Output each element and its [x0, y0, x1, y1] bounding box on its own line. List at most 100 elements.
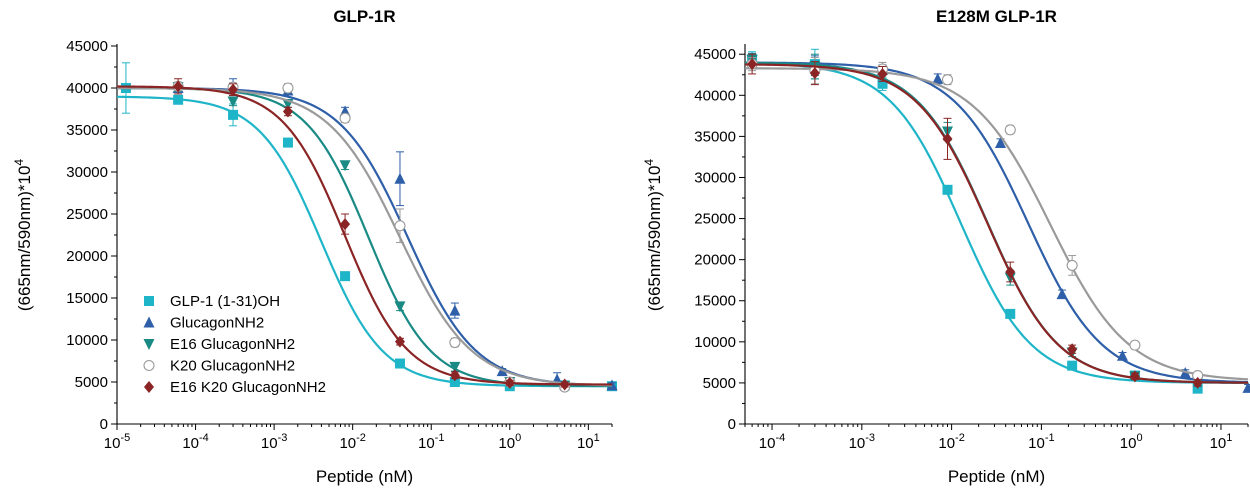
- data-point: [1192, 376, 1203, 389]
- x-tick-label: 10-3: [261, 432, 287, 452]
- x-axis-title: Peptide (nM): [316, 467, 413, 486]
- fit-curve: [116, 95, 613, 388]
- data-point: [449, 361, 461, 373]
- y-tick-label: 35000: [694, 128, 736, 145]
- y-tick-label: 25000: [694, 211, 736, 228]
- legend-marker: [144, 296, 154, 306]
- y-tick-label: 45000: [66, 38, 108, 55]
- y-tick-label: 20000: [66, 248, 108, 265]
- data-point: [942, 132, 953, 145]
- data-point: [809, 67, 820, 80]
- y-tick-label: 5000: [703, 375, 736, 392]
- legend-label: GLP-1 (1-31)OH: [170, 293, 280, 310]
- series-e16-glucagonnh2: [744, 52, 1249, 389]
- y-tick-label: 15000: [66, 290, 108, 307]
- fit-curve: [116, 85, 613, 386]
- x-tick-label: 101: [1210, 432, 1233, 452]
- data-point: [1056, 288, 1068, 300]
- data-point: [339, 112, 351, 124]
- series-k20-glucagonnh2: [744, 57, 1249, 382]
- data-point: [941, 74, 954, 86]
- data-point: [877, 78, 888, 89]
- y-tick-label: 35000: [66, 122, 108, 139]
- data-point: [394, 358, 405, 369]
- y-tick-label: 10000: [694, 334, 736, 351]
- x-tick-label: 10-1: [1028, 432, 1054, 452]
- y-tick-label: 30000: [66, 164, 108, 181]
- data-point: [282, 105, 293, 118]
- legend-label: GlucagonNH2: [170, 315, 264, 332]
- data-point: [1004, 124, 1016, 136]
- data-point: [1129, 370, 1140, 383]
- x-tick-label: 10-2: [339, 432, 365, 452]
- data-point: [942, 184, 953, 195]
- fit-curve: [744, 61, 1249, 384]
- y-axis-title: (665nm/590nm)*104: [12, 159, 34, 312]
- data-point: [228, 83, 239, 96]
- x-axis-title: Peptide (nM): [948, 467, 1045, 486]
- y-tick-label: 30000: [694, 169, 736, 186]
- data-point: [1067, 360, 1078, 371]
- legend-label: E16 GlucagonNH2: [170, 336, 295, 353]
- y-tick-label: 40000: [694, 87, 736, 104]
- legend-marker: [144, 381, 154, 393]
- fit-curve: [744, 61, 1249, 384]
- data-point: [394, 335, 405, 348]
- series-e16-k20-glucagonnh2: [744, 53, 1249, 389]
- data-point: [173, 94, 184, 105]
- x-tick-label: 10-4: [182, 432, 208, 452]
- data-point: [1129, 339, 1141, 351]
- data-point: [1116, 349, 1128, 361]
- x-tick-label: 10-5: [104, 432, 130, 452]
- fit-curve: [744, 67, 1249, 381]
- data-point: [227, 96, 239, 108]
- chart-panel-2: E128M GLP-1R 0 5000 10000 15000 20000 25000 300…: [642, 7, 1250, 486]
- legend-marker: [143, 359, 155, 372]
- data-point: [282, 137, 293, 148]
- data-point: [340, 218, 351, 231]
- y-tick-label: 10000: [66, 332, 108, 349]
- data-point: [504, 376, 515, 389]
- data-point: [1066, 259, 1078, 271]
- data-point: [394, 301, 406, 313]
- data-point: [340, 271, 351, 282]
- legend: GLP-1 (1-31)OH GlucagonNH2 E16 GlucagonNH2…: [143, 293, 326, 396]
- y-tick-label: 40000: [66, 80, 108, 97]
- data-point: [1005, 265, 1016, 278]
- y-tick-label: 25000: [66, 206, 108, 223]
- y-tick-label: 45000: [694, 46, 736, 63]
- x-tick-label: 10-4: [759, 432, 785, 452]
- data-point: [1242, 381, 1250, 393]
- data-point: [877, 67, 888, 80]
- data-point: [747, 58, 758, 71]
- x-tick-label: 100: [1120, 432, 1143, 452]
- legend-label: E16 K20 GlucagonNH2: [170, 379, 326, 396]
- x-tick-label: 10-3: [849, 432, 875, 452]
- data-point: [394, 172, 406, 184]
- chart-title: GLP-1R: [333, 7, 395, 26]
- data-point: [282, 82, 294, 94]
- y-tick-label: 15000: [694, 293, 736, 310]
- data-point: [559, 378, 570, 391]
- data-point: [449, 336, 461, 349]
- data-point: [1067, 343, 1078, 356]
- y-tick-label: 0: [728, 416, 736, 433]
- series-glucagonnh2: [744, 52, 1250, 393]
- x-tick-label: 101: [577, 432, 600, 452]
- x-tick-label: 100: [498, 432, 521, 452]
- data-point: [994, 136, 1006, 148]
- fit-curve: [744, 63, 1249, 384]
- y-axis-title: (665nm/590nm)*104: [642, 159, 664, 312]
- legend-marker: [143, 339, 155, 350]
- data-point: [932, 72, 944, 84]
- data-point: [449, 369, 460, 382]
- series-e16-k20-glucagonnh2: [116, 78, 613, 391]
- y-tick-label: 0: [100, 416, 108, 433]
- y-tick-label: 20000: [694, 252, 736, 269]
- data-point: [449, 377, 460, 387]
- data-point: [394, 220, 406, 232]
- y-tick-label: 5000: [75, 374, 108, 391]
- legend-marker: [143, 316, 155, 328]
